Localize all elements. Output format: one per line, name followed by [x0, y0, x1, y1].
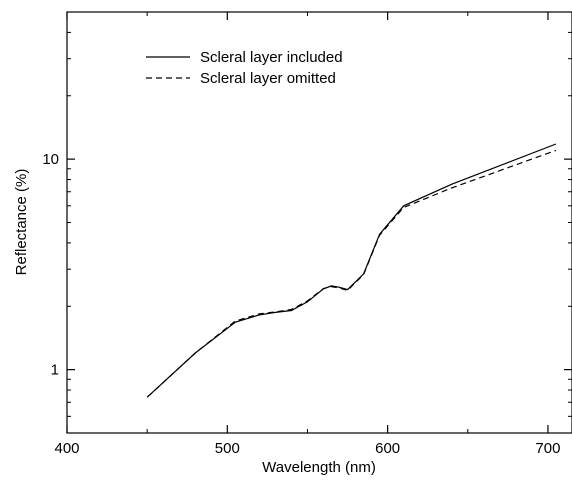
legend-label: Scleral layer included	[200, 49, 343, 66]
x-tick-label: 700	[535, 440, 560, 457]
x-tick-label: 400	[54, 440, 79, 457]
legend: Scleral layer included Scleral layer omit…	[146, 49, 343, 87]
legend-label: Scleral layer omitted	[200, 70, 336, 87]
y-axis: 1 10	[42, 31, 572, 417]
x-axis: 400 500 600 700	[54, 12, 560, 457]
x-axis-title: Wavelength (nm)	[262, 459, 376, 476]
y-tick-label: 1	[51, 362, 59, 379]
x-tick-label: 600	[375, 440, 400, 457]
y-axis-title: Reflectance (%)	[13, 169, 30, 276]
y-tick-label: 10	[42, 151, 59, 168]
x-tick-label: 500	[215, 440, 240, 457]
series-layer	[146, 143, 557, 398]
series-line-scleral-included	[146, 143, 557, 398]
series-line-scleral-omitted	[146, 149, 557, 398]
